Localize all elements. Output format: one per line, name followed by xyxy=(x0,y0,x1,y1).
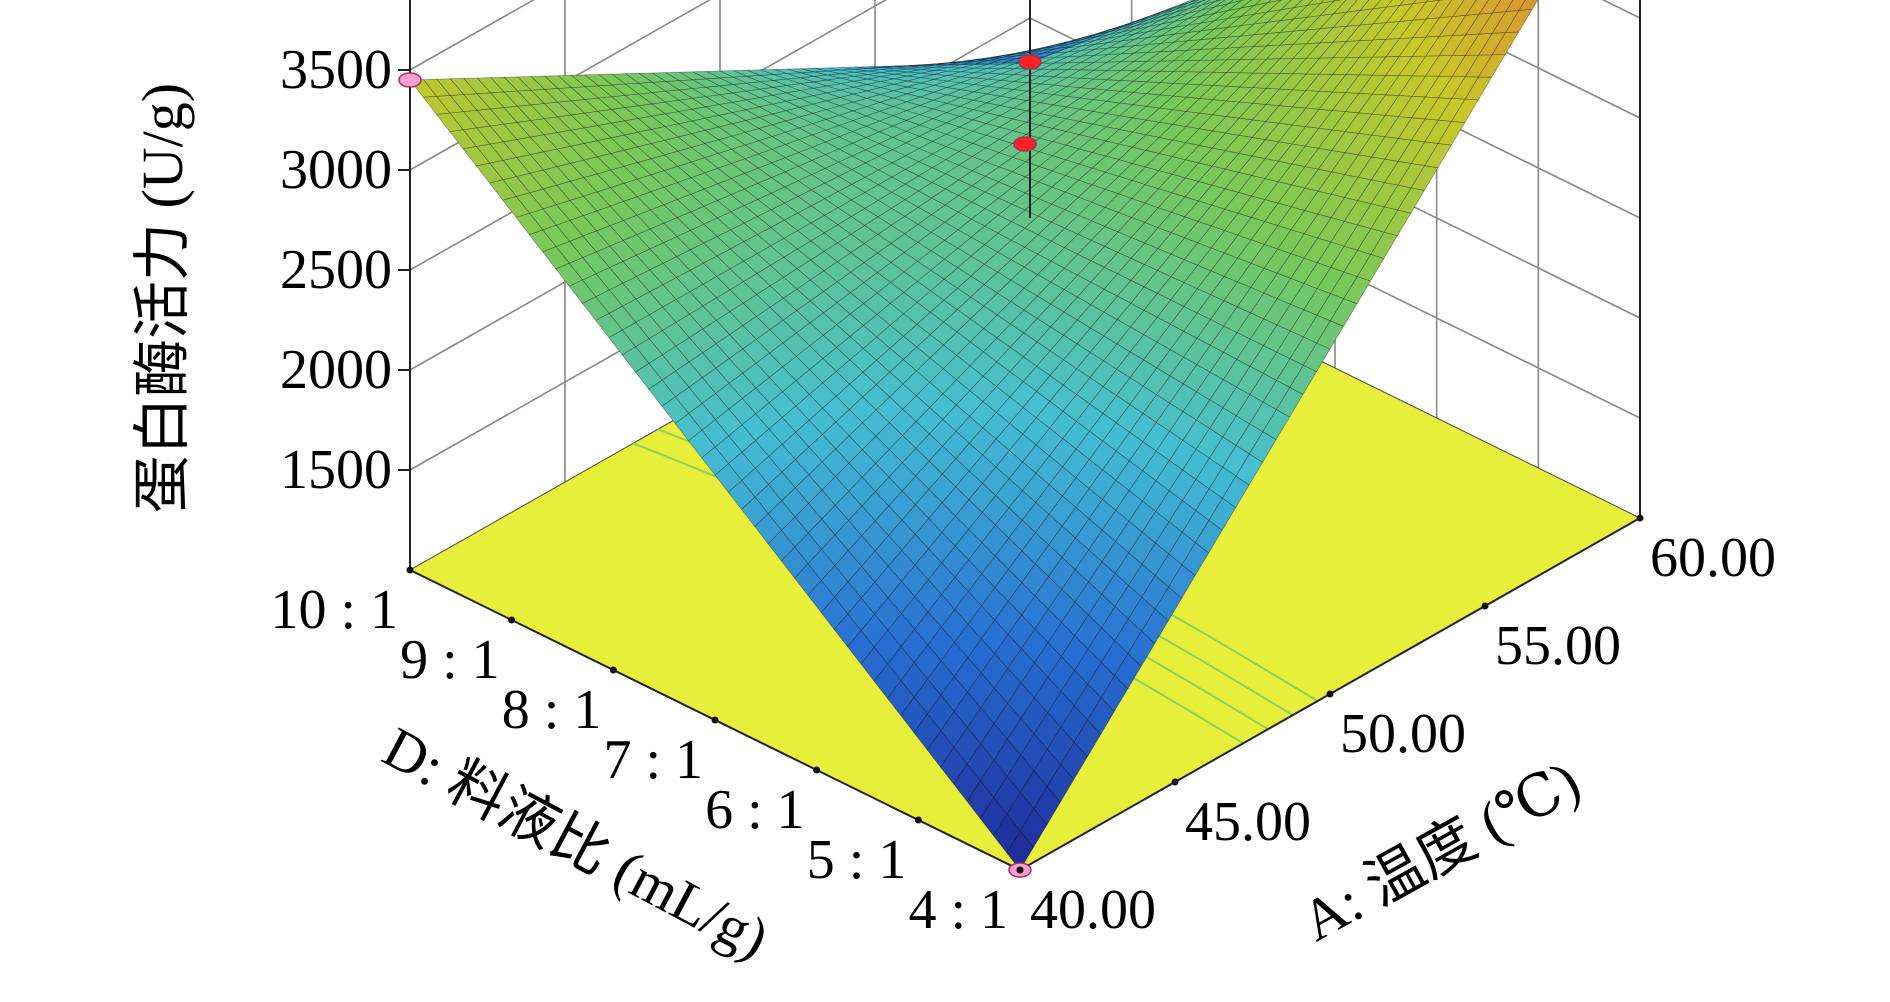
surface-cell xyxy=(1412,0,1429,4)
surface-cell xyxy=(1188,0,1198,3)
y-tick-mark xyxy=(508,616,516,624)
z-tick-label: 2000 xyxy=(280,339,392,401)
z-tick-label: 1500 xyxy=(280,439,392,501)
design-point xyxy=(398,72,422,88)
z-tick-label: 4000 xyxy=(280,0,392,1)
x-tick-label: 55.00 xyxy=(1495,615,1621,677)
surface-cell xyxy=(1319,0,1336,4)
surface-cell xyxy=(1425,0,1441,3)
z-axis-title: 蛋白酶活力 (U/g) xyxy=(130,83,195,513)
design-point xyxy=(1018,54,1042,70)
surface-cell xyxy=(1241,0,1245,1)
surface-cell xyxy=(1491,0,1514,14)
y-tick-mark xyxy=(1016,866,1024,874)
surface-cell xyxy=(1359,0,1381,11)
x-tick-mark xyxy=(1481,602,1489,610)
z-tick-label: 3500 xyxy=(280,39,392,101)
y-tick-mark xyxy=(813,766,821,774)
surface-cell xyxy=(1518,0,1539,11)
x-tick-mark xyxy=(1326,690,1334,698)
surface-cell xyxy=(1372,0,1393,10)
y-tick-label: 4 : 1 xyxy=(908,879,1008,941)
y-tick-label: 7 : 1 xyxy=(603,729,703,791)
surface-cell xyxy=(1240,0,1262,9)
surface-cell xyxy=(1266,0,1292,13)
design-point xyxy=(1013,136,1037,152)
surface-cell xyxy=(1332,0,1358,15)
x-tick-label: 60.00 xyxy=(1650,527,1776,589)
surface-cell xyxy=(1292,0,1314,9)
surface-cell xyxy=(1227,0,1243,4)
y-tick-mark xyxy=(914,816,922,824)
surface-cell xyxy=(1438,0,1465,19)
surface-cell xyxy=(1332,0,1342,2)
surface-cell xyxy=(1345,0,1370,13)
x-tick-label: 40.00 xyxy=(1030,879,1156,941)
surface-cell xyxy=(1254,0,1272,6)
surface-cell xyxy=(1306,0,1324,6)
surface-cell xyxy=(1267,0,1282,3)
surface-cell xyxy=(1201,0,1218,6)
surface-cell xyxy=(1465,0,1489,16)
z-tick-label: 2500 xyxy=(280,239,392,301)
y-tick-mark xyxy=(711,716,719,724)
surface-cell xyxy=(1214,0,1222,2)
surface-cell xyxy=(1201,0,1207,2)
y-axis-title: D: 料液比 (mL/g) xyxy=(373,714,779,971)
y-tick-label: 6 : 1 xyxy=(705,779,805,841)
x-tick-label: 50.00 xyxy=(1340,703,1466,765)
x-axis-title: A: 温度 (℃) xyxy=(1291,748,1591,953)
x-tick-mark xyxy=(1171,778,1179,786)
y-tick-mark xyxy=(406,566,414,574)
surface-cell xyxy=(1451,0,1477,17)
surface-cell xyxy=(1385,0,1405,8)
surface-cell xyxy=(1279,0,1303,11)
z-tick-label: 3000 xyxy=(280,139,392,201)
x-tick-mark xyxy=(1636,514,1644,522)
response-surface xyxy=(409,0,1539,871)
y-tick-label: 10 : 1 xyxy=(270,579,398,641)
surface-cell xyxy=(1399,0,1417,6)
y-tick-label: 8 : 1 xyxy=(502,679,602,741)
y-tick-label: 5 : 1 xyxy=(807,829,907,891)
surface-cell xyxy=(1478,0,1501,15)
surface-cell xyxy=(1188,0,1205,6)
x-tick-label: 45.00 xyxy=(1185,791,1311,853)
surface-cell xyxy=(1505,0,1526,12)
surface-cell xyxy=(1214,0,1234,8)
y-tick-label: 9 : 1 xyxy=(400,629,500,691)
y-tick-mark xyxy=(609,666,617,674)
tick-labels: 150020002500300035004000450040.0045.0050… xyxy=(270,0,1776,941)
